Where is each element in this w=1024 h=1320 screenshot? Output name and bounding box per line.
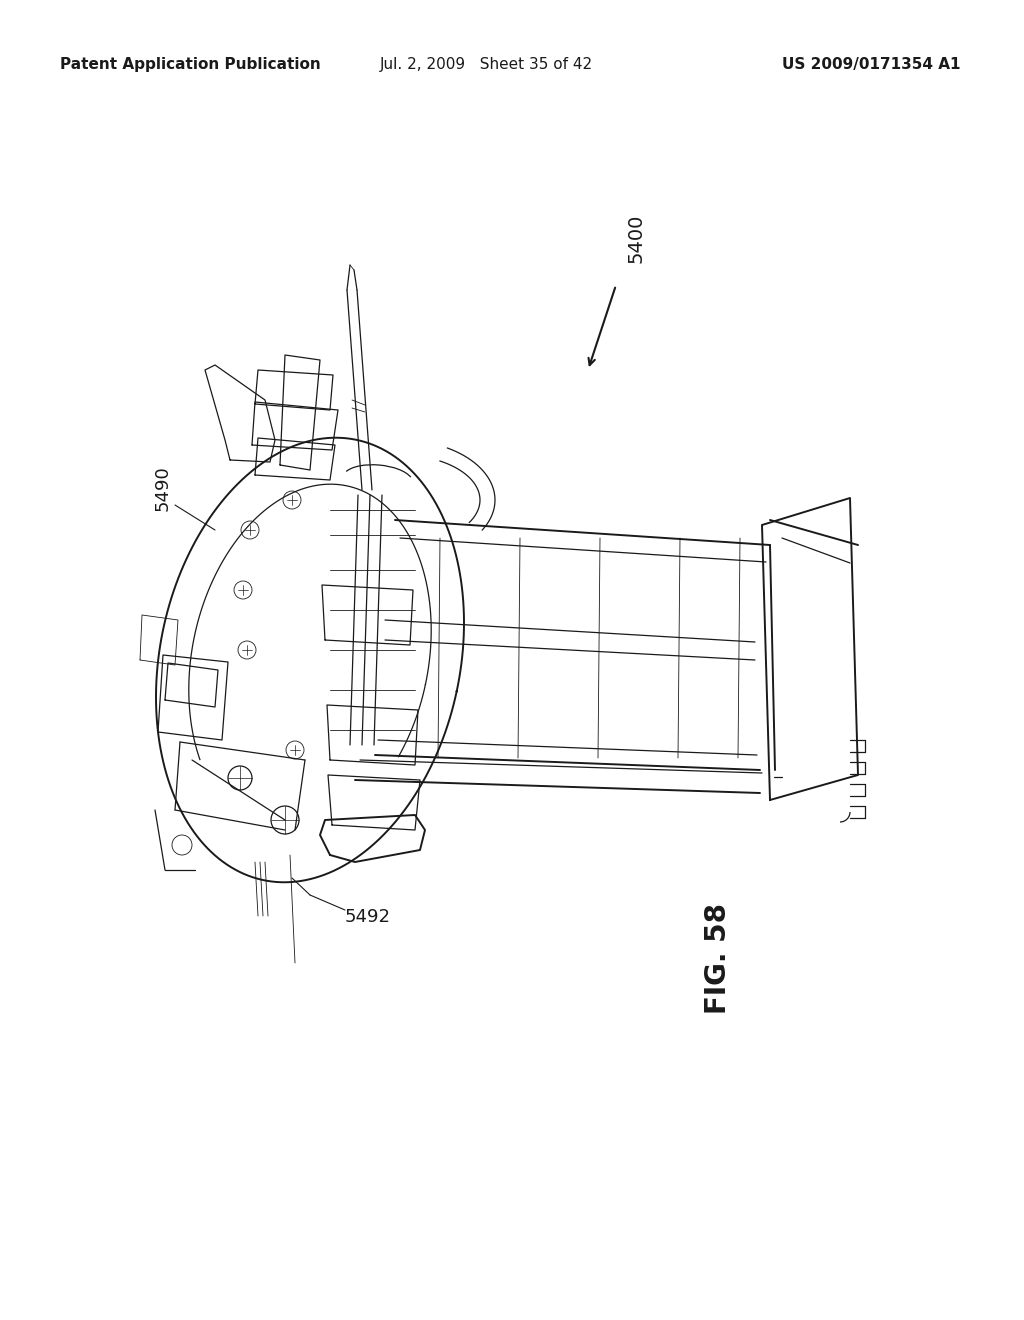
Text: US 2009/0171354 A1: US 2009/0171354 A1: [781, 58, 961, 73]
Text: 5490: 5490: [154, 465, 172, 511]
Text: Patent Application Publication: Patent Application Publication: [60, 58, 321, 73]
Text: Jul. 2, 2009   Sheet 35 of 42: Jul. 2, 2009 Sheet 35 of 42: [380, 58, 593, 73]
Text: 5492: 5492: [345, 908, 391, 927]
Text: 5400: 5400: [627, 214, 645, 263]
Text: FIG. 58: FIG. 58: [705, 903, 732, 1014]
